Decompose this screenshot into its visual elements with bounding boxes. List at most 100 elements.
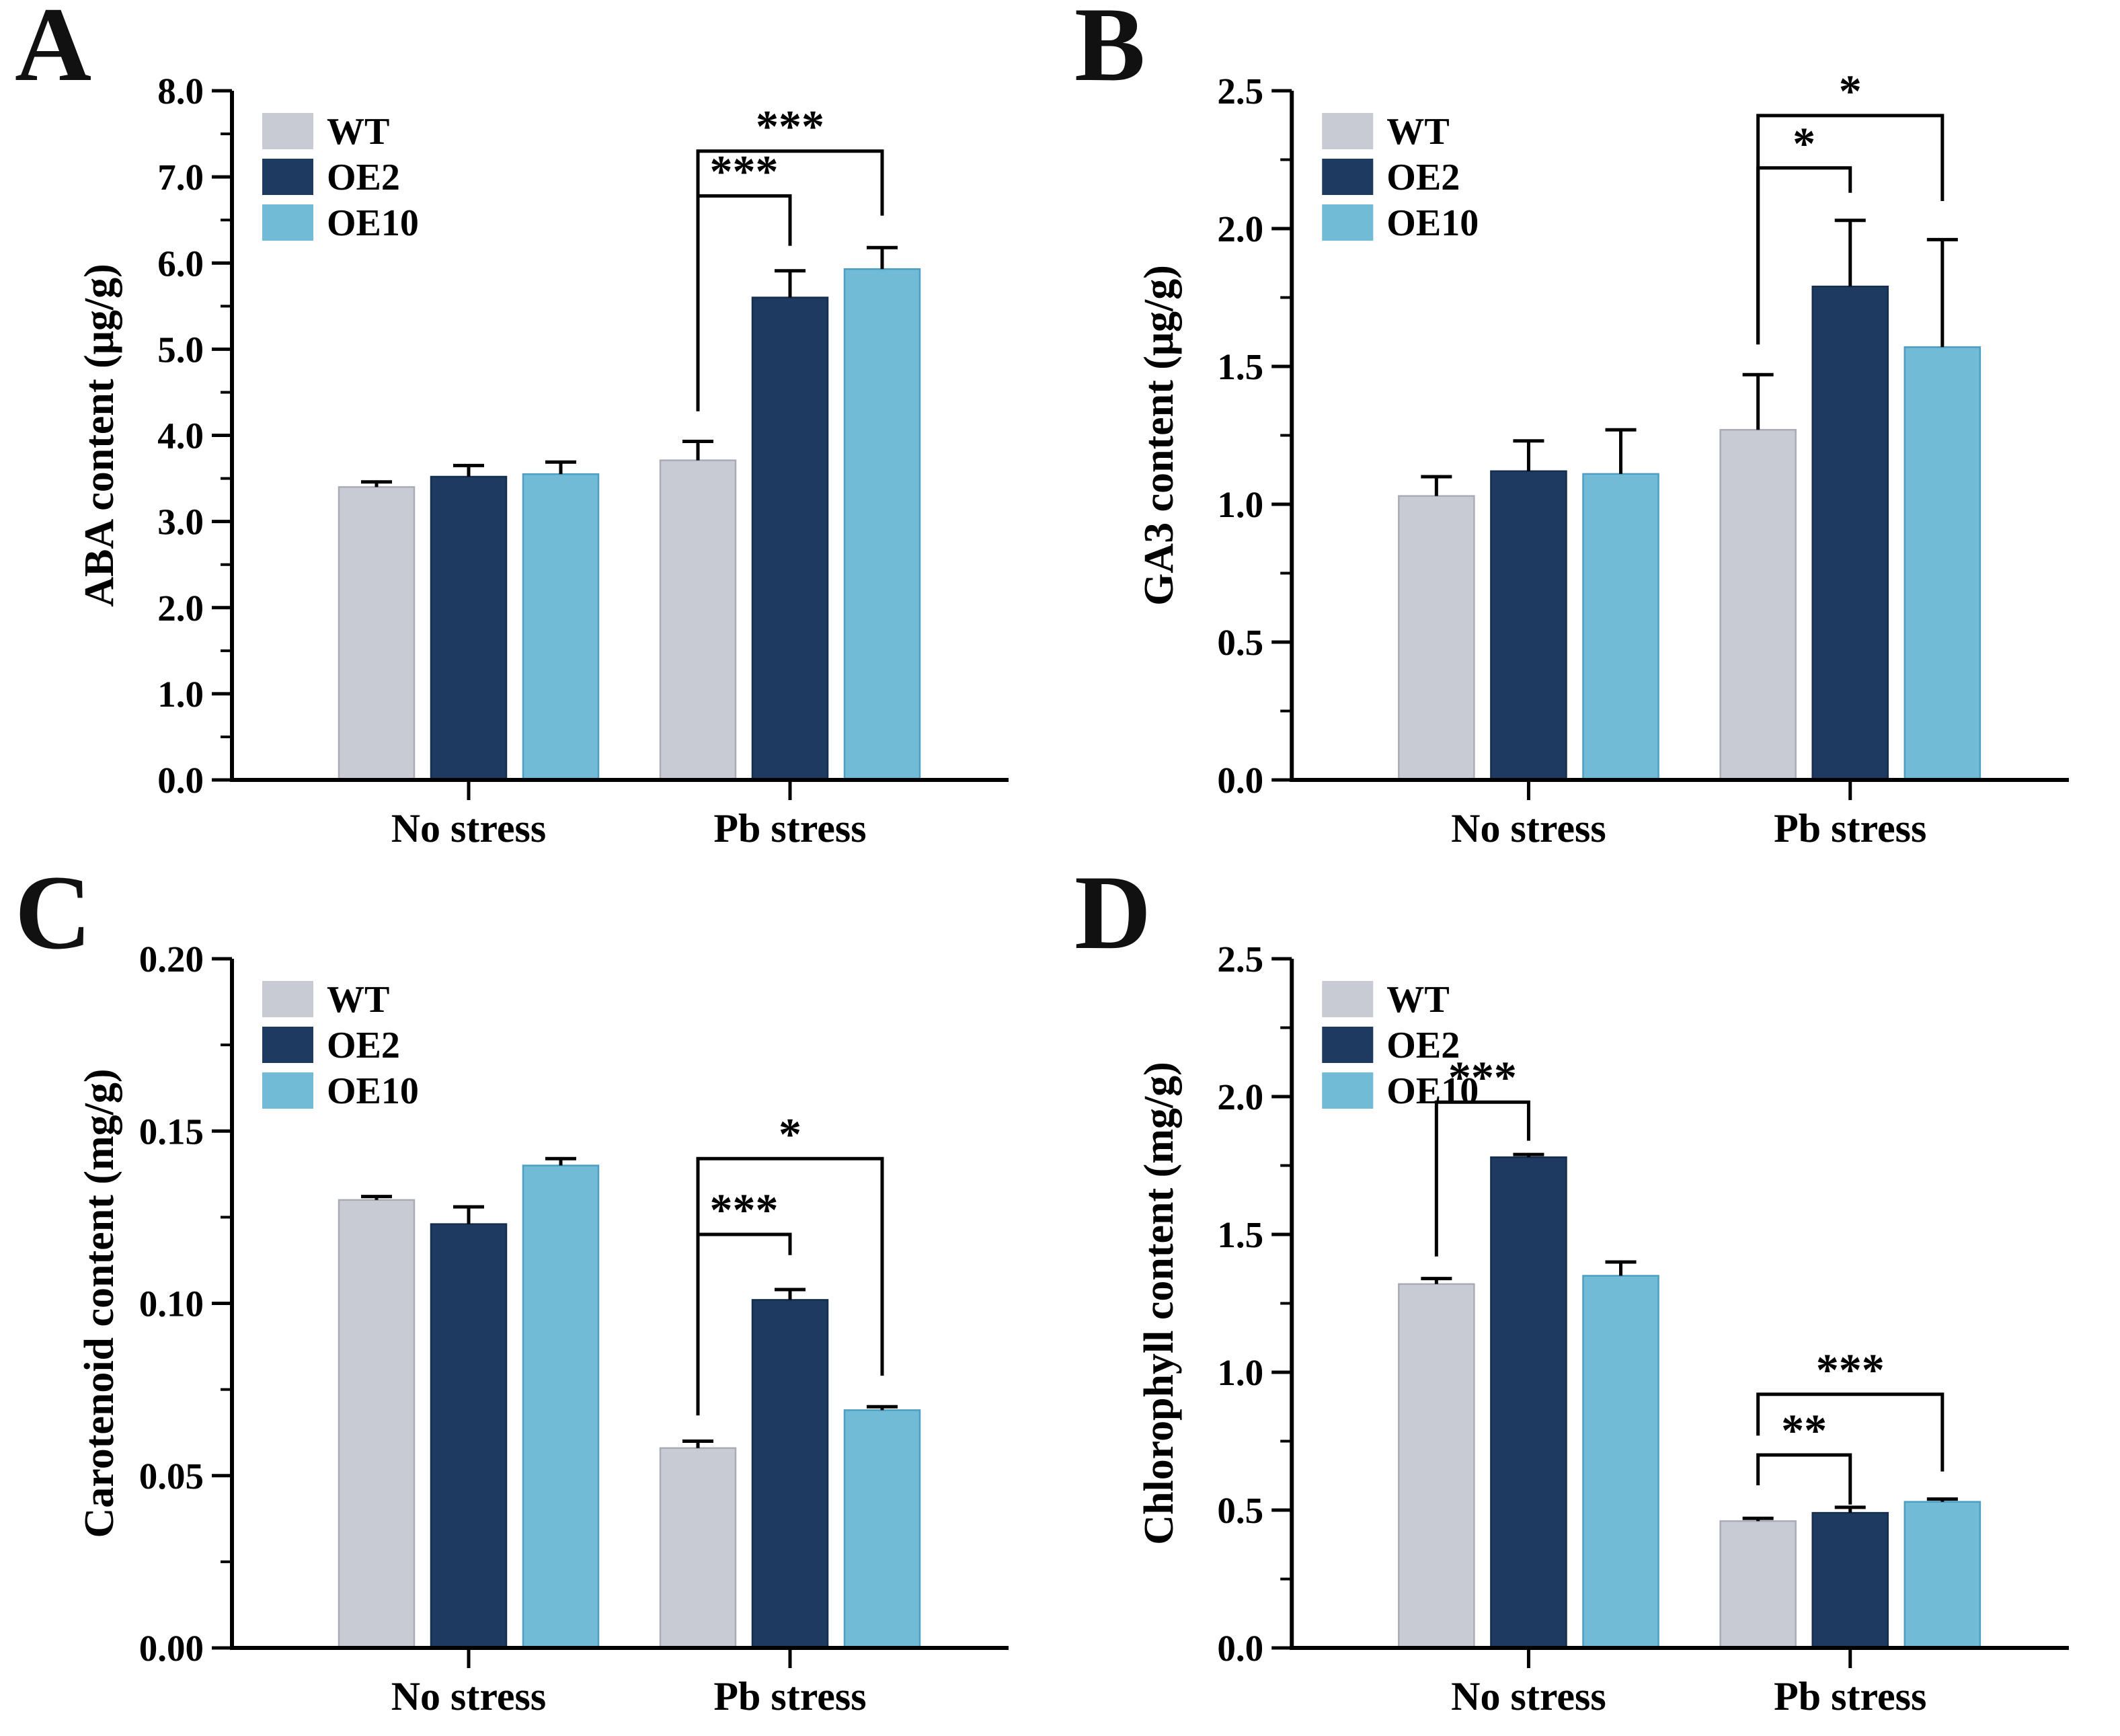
y-axis-title: ABA content (μg/g)	[77, 264, 122, 606]
significance-bracket	[1434, 1100, 1530, 1257]
y-tick-label: 0.0	[1217, 1628, 1263, 1669]
y-tick-label: 1.0	[1217, 1352, 1263, 1393]
y-tick-label: 2.5	[1217, 939, 1263, 980]
y-tick-label: 0.05	[139, 1456, 204, 1497]
panel-D: D *** ** *** 0.0 0.5 1.0 1.5 2.0 2.5 No stress Pb …	[1060, 854, 2120, 1736]
bar-WT-Pb-stress	[1719, 429, 1797, 781]
bar-OE2-Pb-stress	[751, 297, 829, 781]
legend-swatch-OE2	[1322, 1027, 1374, 1063]
legend-swatch-WT	[1322, 981, 1374, 1017]
bar-WT-Pb-stress	[1719, 1520, 1797, 1649]
y-tick-label: 8.0	[157, 71, 204, 112]
x-category-label: No stress	[391, 1674, 547, 1719]
y-tick-label: 5.0	[157, 329, 204, 370]
legend-label-OE10: OE10	[327, 1070, 419, 1112]
significance-bracket	[1756, 1392, 1945, 1472]
bar-OE10-Pb-stress	[843, 268, 921, 781]
y-tick-label: 6.0	[157, 243, 204, 284]
bar-OE10-Pb-stress	[1903, 346, 1981, 781]
y-tick-label: 1.5	[1217, 1214, 1263, 1255]
x-category-label: Pb stress	[1774, 806, 1926, 851]
significance-bracket	[1756, 114, 1945, 345]
y-tick-label: 4.0	[157, 416, 204, 457]
panel-D-chart: ********0.00.51.01.52.02.5No stress Pb st…	[1136, 939, 2069, 1719]
legend-swatch-OE2	[262, 159, 313, 195]
panel-letter-C: C	[15, 854, 92, 972]
y-tick-label: 7.0	[157, 157, 204, 198]
legend-swatch-OE2	[262, 1027, 313, 1063]
y-tick-label: 3.0	[157, 502, 204, 543]
x-category-label: No stress	[1451, 806, 1606, 851]
panel-letter-D: D	[1074, 854, 1152, 972]
y-tick-label: 2.0	[1217, 1076, 1263, 1117]
legend-label-OE2: OE2	[327, 157, 400, 198]
y-tick-label: 1.0	[157, 674, 204, 715]
legend-swatch-WT	[1322, 113, 1374, 149]
bar-OE2-Pb-stress	[1811, 1511, 1889, 1649]
bar-OE2-No-stress	[430, 1223, 508, 1649]
x-category-label: No stress	[391, 806, 547, 851]
y-tick-label: 2.5	[1217, 71, 1263, 112]
y-tick-label: 0.20	[139, 939, 204, 980]
bar-OE10-No-stress	[522, 1165, 600, 1649]
significance-stars: *	[1839, 65, 1862, 116]
legend-swatch-OE10	[1322, 204, 1374, 241]
y-axis-title: GA3 content (μg/g)	[1136, 265, 1182, 606]
significance-stars: *	[779, 1108, 801, 1159]
legend-label-OE10: OE10	[1386, 202, 1479, 244]
panel-letter-B: B	[1074, 0, 1146, 104]
panel-A: A *** *** 0.0 1.0 2.0 3.0 4.0 5.0 6.0 7.0 8.0 No st…	[0, 0, 1060, 868]
legend-swatch-WT	[262, 113, 313, 149]
significance-bracket	[696, 149, 884, 411]
y-axis-title: Chlorophyll content (mg/g)	[1136, 1062, 1182, 1545]
legend-label-WT: WT	[327, 111, 389, 153]
bar-OE10-No-stress	[1582, 473, 1659, 781]
legend-swatch-OE10	[1322, 1072, 1374, 1109]
legend-label-OE10: OE10	[327, 202, 419, 244]
y-tick-label: 0.00	[139, 1628, 204, 1669]
y-tick-label: 0.5	[1217, 1490, 1263, 1531]
bar-WT-No-stress	[1398, 1283, 1475, 1649]
x-category-label: Pb stress	[1774, 1674, 1926, 1719]
significance-stars: ***	[1448, 1052, 1517, 1103]
bar-OE2-No-stress	[430, 475, 508, 781]
legend-label-WT: WT	[1386, 111, 1449, 153]
bar-OE10-Pb-stress	[1903, 1501, 1981, 1649]
bar-WT-Pb-stress	[659, 1447, 737, 1649]
legend-label-OE10: OE10	[1386, 1070, 1479, 1112]
legend-label-OE2: OE2	[1386, 157, 1460, 198]
legend-label-OE2: OE2	[327, 1025, 400, 1066]
panel-C: C *** * 0.00 0.05 0.10 0.15 0.20 No stress Pb st…	[0, 854, 1060, 1736]
significance-stars: ***	[1816, 1344, 1885, 1395]
panel-C-chart: **** 0.00 0.05 0.10 0.15 0.20 No stress Pb stre…	[77, 939, 1009, 1719]
bar-OE10-Pb-stress	[843, 1409, 921, 1649]
bar-WT-No-stress	[338, 486, 416, 781]
legend-label-WT: WT	[1386, 979, 1449, 1021]
significance-stars: ***	[710, 1184, 779, 1235]
significance-stars: *	[1793, 118, 1815, 169]
y-tick-label: 1.5	[1217, 346, 1263, 387]
legend-label-OE2: OE2	[1386, 1025, 1460, 1066]
y-tick-label: 2.0	[1217, 208, 1263, 249]
significance-bracket	[1756, 1453, 1852, 1505]
significance-stars: ***	[756, 101, 824, 152]
y-tick-label: 2.0	[157, 588, 204, 629]
bar-OE10-No-stress	[522, 473, 600, 781]
panel-letter-A: A	[15, 0, 92, 104]
x-category-label: No stress	[1451, 1674, 1606, 1719]
bar-OE2-Pb-stress	[1811, 285, 1889, 781]
panel-B-chart: * * 0.0 0.5 1.0 1.5 2.0 2.5 No stress Pb stress GA…	[1136, 65, 2069, 851]
legend-label-WT: WT	[327, 979, 389, 1021]
y-tick-label: 0.10	[139, 1284, 204, 1325]
x-category-label: Pb stress	[713, 806, 866, 851]
y-tick-label: 0.15	[139, 1111, 204, 1152]
bar-OE2-No-stress	[1490, 470, 1567, 781]
bar-WT-No-stress	[1398, 495, 1475, 781]
bar-WT-No-stress	[338, 1199, 416, 1649]
y-tick-label: 0.5	[1217, 622, 1263, 663]
legend-swatch-OE10	[262, 204, 313, 241]
y-tick-label: 1.0	[1217, 484, 1263, 525]
legend-swatch-WT	[262, 981, 313, 1017]
panel-B: B * * 0.0 0.5 1.0 1.5 2.0 2.5 No stress Pb stress…	[1060, 0, 2120, 868]
